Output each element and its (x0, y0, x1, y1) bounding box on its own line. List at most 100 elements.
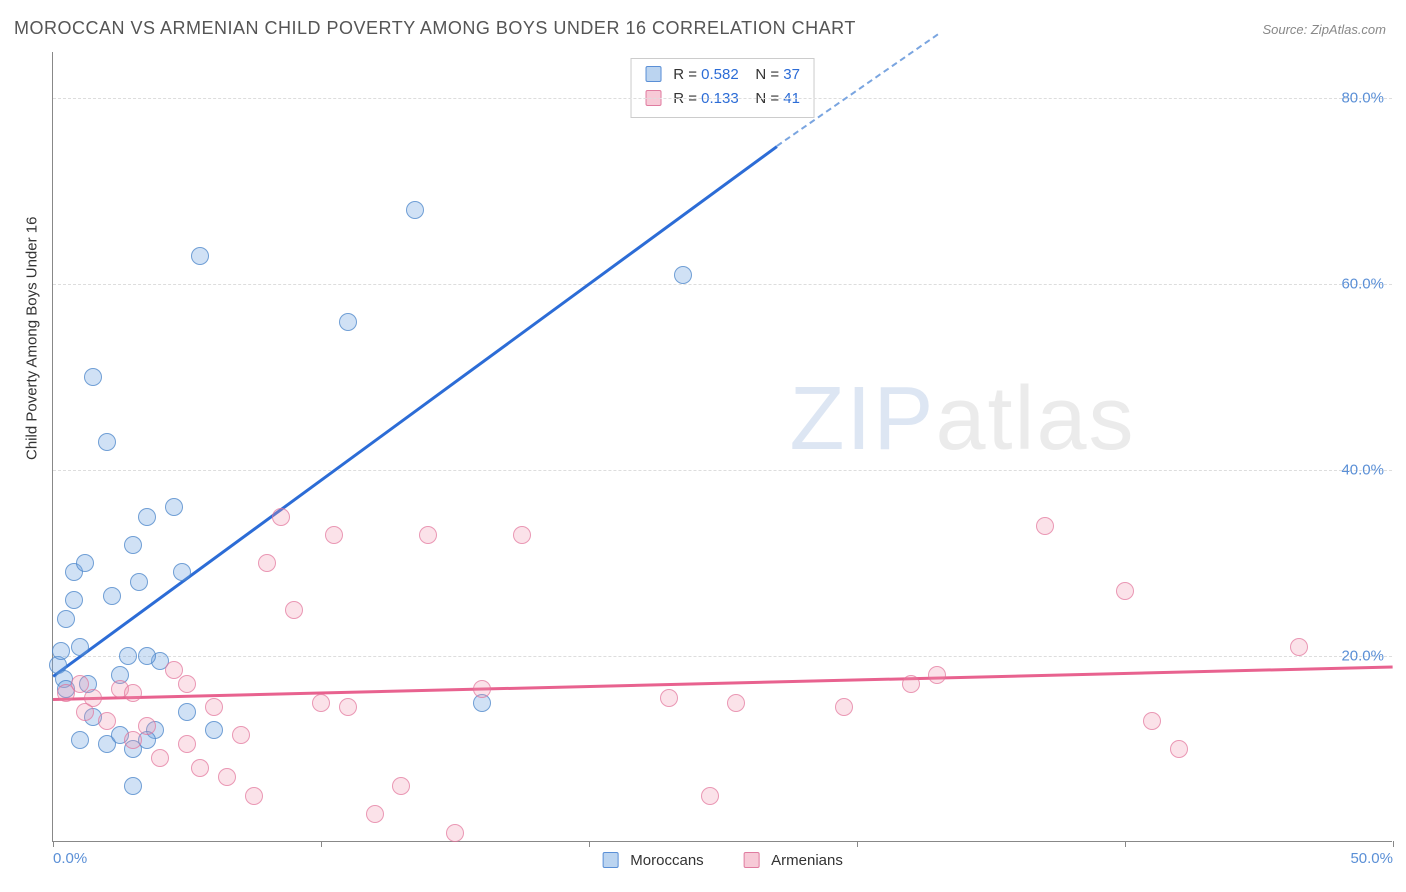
legend-item-moroccans: Moroccans (602, 852, 704, 869)
x-tick (1125, 841, 1126, 847)
watermark-atlas: atlas (935, 369, 1135, 469)
data-point (65, 591, 83, 609)
trend-line (53, 665, 1393, 700)
legend-swatch-pink-icon (744, 852, 760, 868)
data-point (173, 563, 191, 581)
y-tick-label: 40.0% (1341, 462, 1384, 479)
source-prefix: Source: (1262, 22, 1310, 37)
data-point (57, 610, 75, 628)
data-point (928, 666, 946, 684)
chart-container: MOROCCAN VS ARMENIAN CHILD POVERTY AMONG… (0, 0, 1406, 892)
x-tick (1393, 841, 1394, 847)
legend-label-armenians: Armenians (771, 852, 843, 869)
r-label: R = (673, 66, 697, 83)
data-point (205, 721, 223, 739)
x-tick-label: 0.0% (53, 850, 87, 867)
trend-line (52, 145, 777, 677)
data-point (151, 749, 169, 767)
data-point (165, 661, 183, 679)
data-point (232, 726, 250, 744)
data-point (1290, 638, 1308, 656)
data-point (258, 554, 276, 572)
data-point (124, 536, 142, 554)
source-name: ZipAtlas.com (1311, 22, 1386, 37)
legend-swatch-blue-icon (602, 852, 618, 868)
grid-line (53, 470, 1392, 471)
data-point (419, 526, 437, 544)
data-point (98, 712, 116, 730)
y-tick-label: 80.0% (1341, 90, 1384, 107)
data-point (1143, 712, 1161, 730)
data-point (84, 368, 102, 386)
data-point (178, 675, 196, 693)
data-point (366, 805, 384, 823)
source-attribution: Source: ZipAtlas.com (1262, 22, 1386, 37)
data-point (339, 698, 357, 716)
data-point (130, 573, 148, 591)
data-point (98, 433, 116, 451)
grid-line (53, 656, 1392, 657)
data-point (76, 554, 94, 572)
n-label: N = (755, 66, 779, 83)
x-tick (857, 841, 858, 847)
data-point (191, 759, 209, 777)
watermark-zip: ZIP (789, 369, 935, 469)
x-tick (321, 841, 322, 847)
data-point (138, 647, 156, 665)
legend-item-armenians: Armenians (744, 852, 843, 869)
data-point (660, 689, 678, 707)
data-point (1036, 517, 1054, 535)
data-point (446, 824, 464, 842)
data-point (178, 735, 196, 753)
data-point (513, 526, 531, 544)
data-point (205, 698, 223, 716)
data-point (218, 768, 236, 786)
data-point (245, 787, 263, 805)
legend-label-moroccans: Moroccans (630, 852, 703, 869)
data-point (124, 777, 142, 795)
r-value-moroccans: 0.582 (701, 66, 739, 83)
data-point (124, 684, 142, 702)
data-point (285, 601, 303, 619)
data-point (325, 526, 343, 544)
data-point (178, 703, 196, 721)
data-point (674, 266, 692, 284)
legend: Moroccans Armenians (584, 852, 861, 869)
data-point (1116, 582, 1134, 600)
data-point (312, 694, 330, 712)
data-point (138, 508, 156, 526)
y-tick-label: 20.0% (1341, 648, 1384, 665)
data-point (272, 508, 290, 526)
y-tick-label: 60.0% (1341, 276, 1384, 293)
data-point (71, 675, 89, 693)
chart-title: MOROCCAN VS ARMENIAN CHILD POVERTY AMONG… (14, 18, 856, 39)
stats-box: R = 0.582 N = 37 R = 0.133 N = 41 (630, 58, 815, 118)
data-point (392, 777, 410, 795)
data-point (473, 680, 491, 698)
data-point (124, 731, 142, 749)
x-tick (589, 841, 590, 847)
swatch-blue-icon (645, 66, 661, 82)
data-point (339, 313, 357, 331)
data-point (119, 647, 137, 665)
data-point (727, 694, 745, 712)
plot-area: ZIPatlas R = 0.582 N = 37 R = 0.133 N = … (52, 52, 1392, 842)
x-tick (53, 841, 54, 847)
grid-line (53, 284, 1392, 285)
y-axis-label: Child Poverty Among Boys Under 16 (24, 217, 41, 460)
data-point (835, 698, 853, 716)
data-point (71, 638, 89, 656)
data-point (103, 587, 121, 605)
data-point (1170, 740, 1188, 758)
grid-line (53, 98, 1392, 99)
data-point (902, 675, 920, 693)
x-tick-label: 50.0% (1350, 850, 1393, 867)
data-point (165, 498, 183, 516)
data-point (71, 731, 89, 749)
n-value-moroccans: 37 (783, 66, 800, 83)
watermark: ZIPatlas (789, 368, 1135, 471)
data-point (191, 247, 209, 265)
data-point (701, 787, 719, 805)
data-point (138, 717, 156, 735)
data-point (406, 201, 424, 219)
